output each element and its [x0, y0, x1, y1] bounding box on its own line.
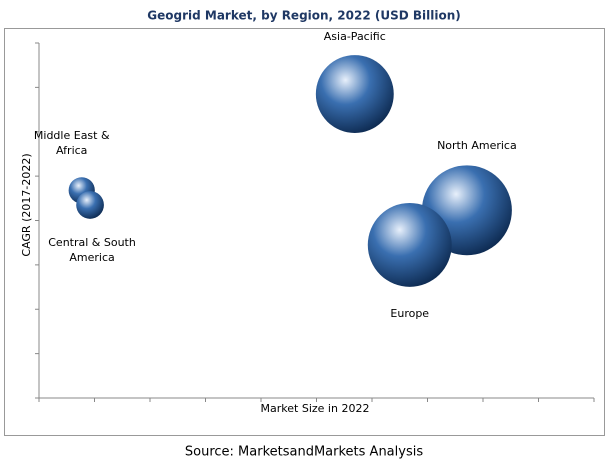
bubble: [367, 202, 452, 287]
bubble-label: North America: [437, 139, 517, 153]
frame: [4, 28, 605, 436]
bubble: [76, 191, 104, 219]
bubble-label: Central & South America: [48, 235, 136, 264]
bubble-label: Europe: [390, 306, 430, 320]
x-axis-label: Market Size in 2022: [261, 402, 370, 415]
chart-title: Geogrid Market, by Region, 2022 (USD Bil…: [147, 9, 461, 23]
source: Source: MarketsandMarkets Analysis: [185, 445, 423, 460]
y-axis-label: CAGR (2017-2022): [20, 153, 33, 256]
bubble: [315, 55, 394, 133]
bubble-label: Middle East & Africa: [33, 129, 110, 158]
bubble-label: Asia-Pacific: [323, 30, 386, 44]
